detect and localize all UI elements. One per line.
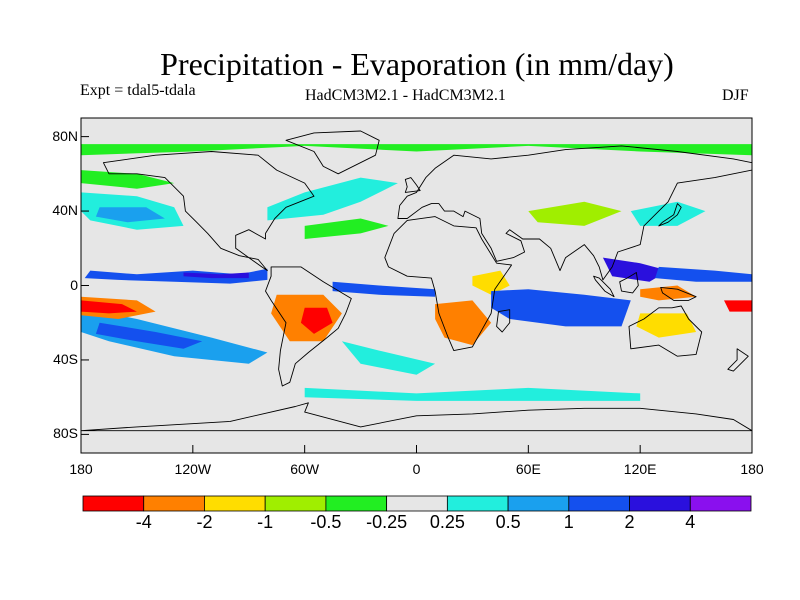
colorbar-label-3: -0.5	[310, 512, 342, 532]
field-west-pacific-wet	[655, 266, 752, 282]
lon-label-2: 60W	[290, 461, 320, 477]
colorbar-swatch-8	[568, 495, 630, 512]
map-background	[81, 118, 752, 453]
colorbar-label-0: -4	[135, 512, 152, 532]
lat-label-80N: 80N	[52, 127, 78, 144]
colorbar-label-4: -0.25	[366, 512, 408, 532]
coastline-greenland	[285, 130, 380, 175]
colorbar	[82, 495, 752, 512]
lon-label-6: 180	[740, 461, 764, 477]
colorbar-label-5: 0.25	[429, 512, 465, 532]
lat-label-80S: 80S	[53, 425, 78, 442]
colorbar-swatch-5	[386, 495, 448, 512]
coastline-australia	[628, 305, 703, 357]
field-south-atlantic-wet	[341, 341, 436, 375]
coastline-madagascar	[496, 309, 511, 333]
colorbar-swatch-2	[204, 495, 266, 512]
coastline-sumatra	[593, 275, 615, 298]
coastline-borneo	[619, 272, 639, 294]
field-southwest-pacific-dry	[724, 300, 752, 312]
coastline-north-america	[102, 151, 315, 272]
coastline-south-america	[265, 266, 352, 387]
field-maritime-continent-dry	[640, 285, 697, 301]
season-label: DJF	[722, 87, 749, 104]
coastline-eurasia	[397, 145, 752, 281]
colorbar-label-2: -1	[257, 512, 274, 532]
lat-label-40N: 40N	[52, 202, 78, 219]
coastline-antarctica	[81, 402, 752, 432]
colorbar-swatch-3	[264, 495, 327, 512]
field-pacific-itcz-wet-band	[84, 268, 268, 284]
colorbar-label-9: 4	[685, 512, 696, 532]
field-north-pacific-dry	[81, 170, 175, 189]
field-east-africa-dry	[472, 270, 510, 295]
lon-label-5: 120E	[623, 461, 657, 477]
lon-label-1: 120W	[174, 461, 212, 477]
colorbar-label-8: 2	[624, 512, 635, 532]
experiment-label: Expt = tdal5-tdala	[80, 82, 196, 99]
field-north-pacific-wet-core	[95, 207, 165, 223]
lat-label-0: 0	[70, 276, 78, 293]
colorbar-swatch-1	[143, 495, 205, 512]
colorbar-label-6: 0.5	[495, 512, 521, 532]
field-southern-ocean-wet	[304, 387, 641, 401]
coastline-layer	[81, 130, 752, 432]
colorbar-swatch-7	[507, 495, 570, 512]
lon-label-0: 180	[69, 461, 93, 477]
colorbar-swatch-9	[629, 495, 691, 512]
coastline-new-zealand	[727, 348, 749, 372]
coastline-uk	[404, 177, 421, 193]
field-maritime-continent-wet	[602, 257, 669, 282]
field-south-pacific-wet-core	[95, 322, 203, 349]
colorbar-label-1: -2	[196, 512, 213, 532]
field-atlantic-itcz	[332, 281, 436, 297]
colorbar-swatch-0	[82, 495, 145, 512]
colorbar-swatch-6	[446, 495, 509, 512]
coastline-japan	[658, 203, 682, 227]
field-indian-ocean-wet-halo	[491, 289, 631, 327]
field-pacific-itcz-core	[183, 272, 249, 279]
chart-title: Precipitation - Evaporation (in mm/day)	[160, 46, 674, 82]
field-north-atlantic-wet	[267, 177, 398, 221]
colorbar-swatch-10	[689, 495, 752, 512]
lon-label-4: 60E	[515, 461, 541, 477]
field-southern-africa-dry	[435, 300, 492, 346]
field-arctic-dry	[81, 144, 752, 156]
field-north-atlantic-dry	[304, 218, 389, 239]
coastline-new-guinea	[660, 286, 697, 301]
field-east-pacific-dry-core	[81, 300, 137, 314]
coastline-africa	[384, 216, 513, 352]
colorbar-swatch-4	[325, 495, 388, 512]
axis-ticks	[80, 136, 753, 453]
models-label: HadCM3M2.1 - HadCM3M2.1	[305, 87, 506, 104]
colorbar-label-7: 1	[563, 512, 574, 532]
field-australia-dry	[636, 313, 697, 338]
lon-label-3: 0	[412, 461, 421, 477]
lat-label-40S: 40S	[53, 350, 78, 367]
field-brazil-dry-core	[300, 307, 333, 334]
field-asia-dry	[528, 201, 622, 226]
